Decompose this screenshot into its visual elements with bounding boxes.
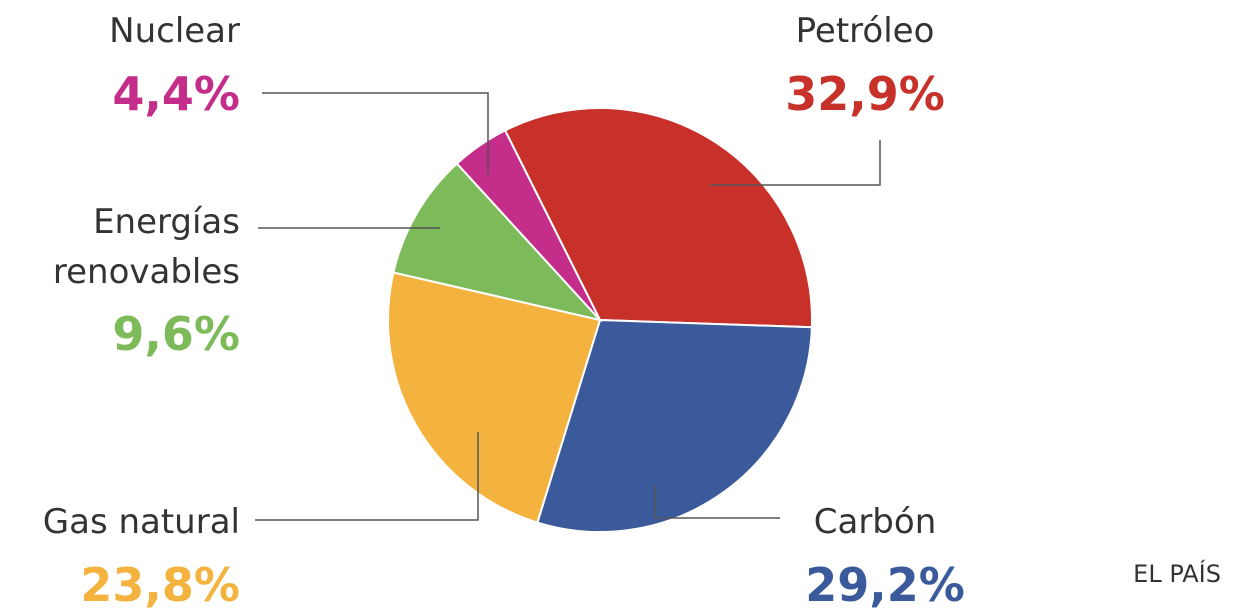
value-label: 4,4% bbox=[112, 67, 240, 121]
leader-line bbox=[710, 140, 881, 186]
value-label: 9,6% bbox=[112, 307, 240, 361]
slice-label: Energías renovables bbox=[52, 202, 240, 292]
source: EL PAÍS bbox=[1133, 560, 1221, 588]
value-label: 32,9% bbox=[785, 67, 945, 121]
pie-slice bbox=[536, 318, 813, 533]
slice-label: Nuclear bbox=[109, 11, 240, 51]
slice-label: Carbón bbox=[813, 502, 937, 542]
leader-line bbox=[255, 432, 479, 521]
pie-slice bbox=[503, 107, 813, 329]
leader-line bbox=[654, 485, 780, 519]
pie-slice bbox=[455, 129, 601, 321]
value-label: 23,8% bbox=[80, 558, 240, 612]
slice-label: Petróleo bbox=[795, 11, 935, 51]
pie-slice bbox=[392, 162, 603, 322]
value-label: 29,2% bbox=[805, 558, 965, 612]
slice-label: Gas natural bbox=[42, 502, 240, 542]
pie-slice bbox=[387, 271, 602, 524]
leader-line bbox=[262, 92, 489, 175]
